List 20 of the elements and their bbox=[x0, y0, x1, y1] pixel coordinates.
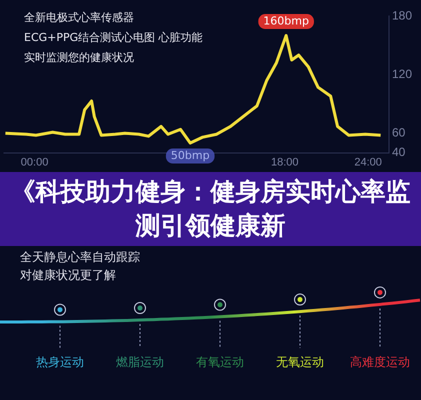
x-tick-label: 00:00 bbox=[20, 156, 48, 168]
y-tick-label: 40 bbox=[392, 145, 406, 160]
x-tick-label: 24:00 bbox=[354, 156, 382, 168]
category-label: 热身运动 bbox=[35, 354, 85, 371]
x-tick-label: 18:00 bbox=[270, 156, 299, 168]
annotation: 50bmp bbox=[170, 148, 210, 162]
y-tick-label: 180 bbox=[392, 8, 412, 22]
annotation: 实时监测您的健康状况 bbox=[24, 50, 135, 66]
text: 全天静息心率自动跟踪 bbox=[20, 249, 140, 266]
y-tick-label: 120 bbox=[392, 66, 412, 81]
annotation: 160bmp bbox=[263, 14, 309, 28]
annotation: 全新电极式心率传感器 bbox=[24, 10, 135, 26]
annotation: ECG+PPG结合测试心电图 心脏功能 bbox=[24, 30, 203, 46]
y-tick-label: 60 bbox=[392, 126, 406, 140]
category-label: 有氧运动 bbox=[195, 354, 245, 371]
text: 《科技助力健身：健身房实时心率监测引领健康新 bbox=[0, 172, 421, 246]
category-label: 燃脂运动 bbox=[115, 354, 165, 371]
text: 对健康状况更了解 bbox=[20, 267, 117, 284]
category-label: 高难度运动 bbox=[349, 354, 411, 371]
category-label: 无氧运动 bbox=[275, 354, 325, 371]
